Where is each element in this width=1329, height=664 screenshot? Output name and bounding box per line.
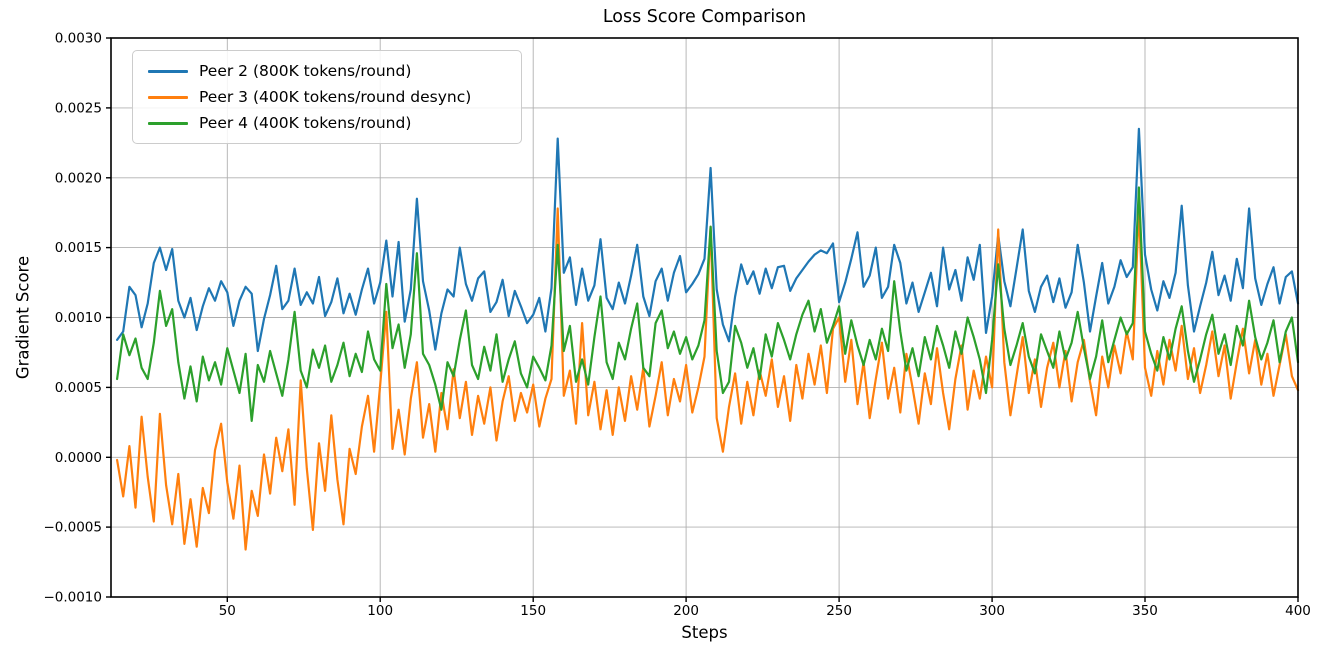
x-tick-label-300: 300 bbox=[979, 603, 1005, 619]
y-tick-label-0.0015: 0.0015 bbox=[55, 240, 102, 256]
x-tick-label-150: 150 bbox=[520, 603, 546, 619]
legend-swatch-peer-2 bbox=[148, 69, 188, 73]
x-tick-label-400: 400 bbox=[1285, 603, 1311, 619]
legend-label-peer-3: Peer 3 (400K tokens/round desync) bbox=[199, 88, 472, 106]
legend-swatch-peer-4 bbox=[148, 121, 188, 125]
legend-item-peer-3: Peer 3 (400K tokens/round desync) bbox=[142, 84, 511, 110]
x-axis-label: Steps bbox=[681, 623, 728, 642]
x-tick-label-350: 350 bbox=[1132, 603, 1158, 619]
y-tick-label-0.003: 0.0030 bbox=[55, 31, 102, 47]
y-tick-label--0.0005: −0.0005 bbox=[43, 520, 102, 536]
y-tick-label--0.001: −0.0010 bbox=[43, 590, 102, 606]
series-lines bbox=[115, 127, 1300, 551]
y-tick-label-0.002: 0.0020 bbox=[55, 170, 102, 186]
legend-label-peer-4: Peer 4 (400K tokens/round) bbox=[199, 114, 412, 132]
y-tick-label-0.0025: 0.0025 bbox=[55, 100, 102, 116]
legend-item-peer-4: Peer 4 (400K tokens/round) bbox=[142, 110, 511, 136]
legend: Peer 2 (800K tokens/round) Peer 3 (400K … bbox=[132, 50, 522, 144]
y-tick-label-0.0005: 0.0005 bbox=[55, 380, 102, 396]
x-tick-label-100: 100 bbox=[367, 603, 393, 619]
legend-item-peer-2: Peer 2 (800K tokens/round) bbox=[142, 58, 511, 84]
legend-swatch-peer-3 bbox=[148, 95, 188, 99]
x-tick-label-50: 50 bbox=[219, 603, 236, 619]
y-axis-label: Gradient Score bbox=[13, 255, 33, 380]
series-line-peer-4-400k-tokens-round bbox=[115, 186, 1300, 422]
y-tick-label-0: 0.0000 bbox=[55, 450, 102, 466]
x-tick-label-250: 250 bbox=[826, 603, 852, 619]
x-tick-label-200: 200 bbox=[673, 603, 699, 619]
y-tick-label-0.001: 0.0010 bbox=[55, 310, 102, 326]
ticks: 50 100 150 200 250 300 350 400 0.0030 0.0025 0.002… bbox=[43, 31, 1310, 620]
series-line-peer-2-800k-tokens-round bbox=[115, 127, 1300, 353]
series-line-peer-3-400k-tokens-round-desync bbox=[115, 206, 1300, 551]
chart-title: Loss Score Comparison bbox=[602, 7, 807, 27]
legend-label-peer-2: Peer 2 (800K tokens/round) bbox=[199, 62, 412, 80]
